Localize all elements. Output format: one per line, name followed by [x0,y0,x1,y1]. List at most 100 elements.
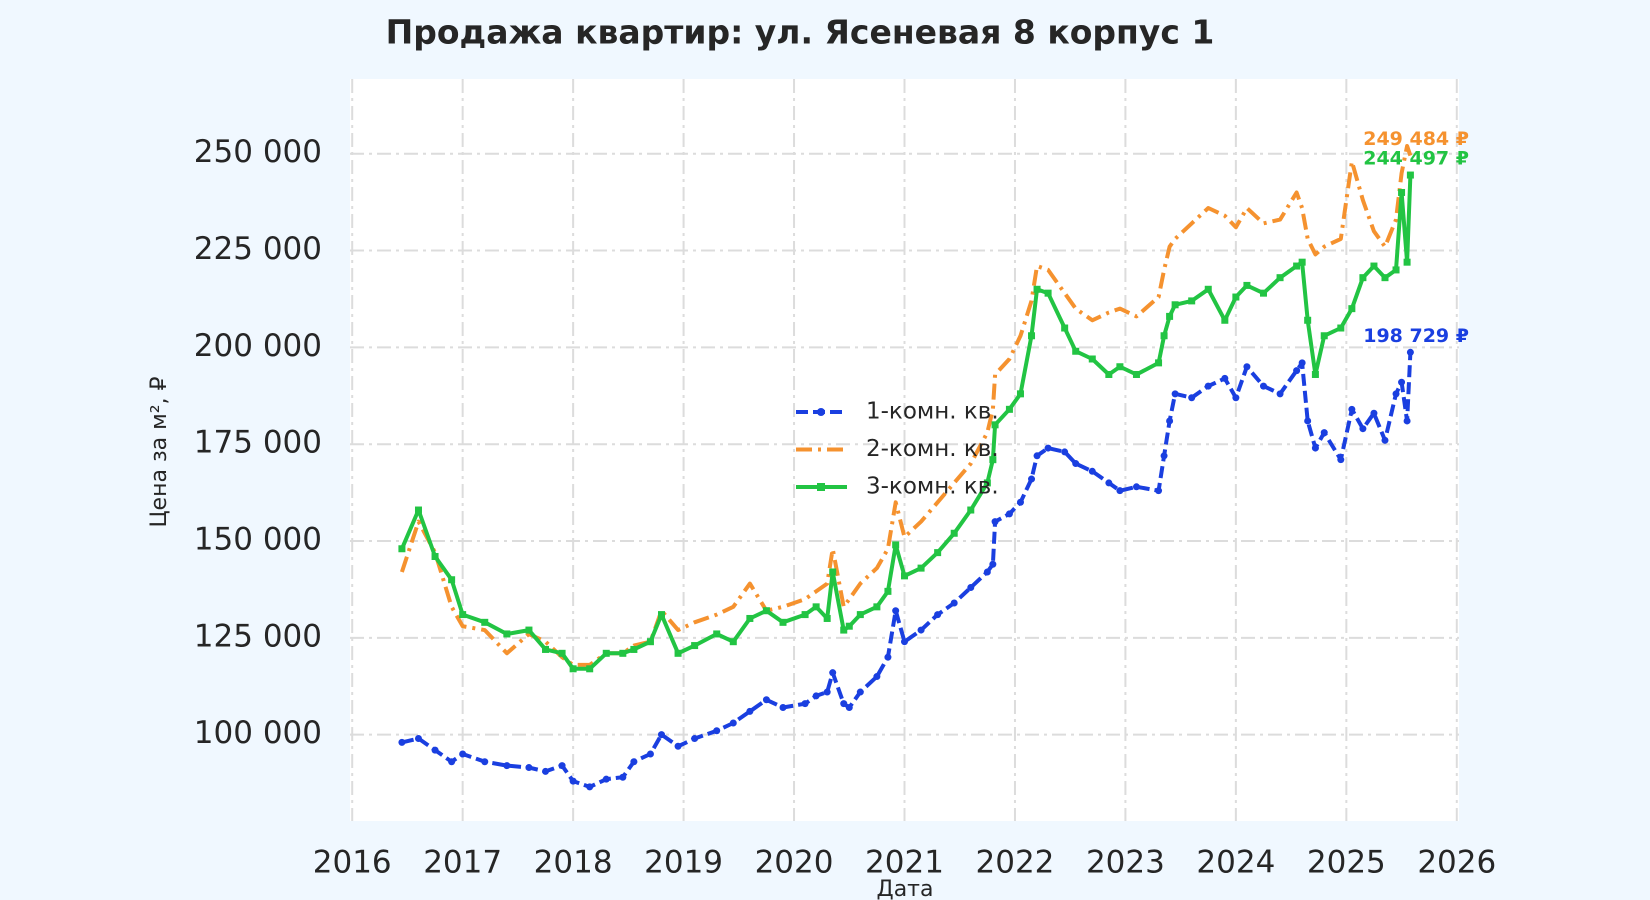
point-marker [713,630,721,638]
x-tick-label: 2016 [313,845,392,881]
point-marker [1072,347,1080,355]
point-marker [884,587,892,595]
point-marker [630,645,638,653]
point-marker [967,506,975,514]
point-marker [892,607,900,615]
point-marker [569,777,577,785]
point-marker [1005,510,1013,518]
point-marker [448,576,456,584]
point-marker [779,618,787,626]
point-marker [1033,452,1041,460]
point-marker [674,742,682,750]
legend-label: 1-комн. кв. [866,399,999,425]
legend-label: 2-комн. кв. [866,436,999,462]
point-marker [801,611,809,619]
point-marker [779,704,787,712]
point-marker [989,560,997,568]
point-marker [1155,359,1163,367]
point-marker [1160,452,1168,460]
point-marker [1132,483,1140,491]
point-marker [542,767,550,775]
point-marker [646,750,654,758]
point-marker [1370,409,1378,417]
point-marker [1359,425,1367,433]
point-marker [991,518,999,526]
point-marker [558,649,566,657]
point-marker [448,758,456,766]
point-marker [729,638,737,646]
y-tick-label: 250 000 [194,134,322,170]
point-marker [989,456,997,464]
y-tick-label: 125 000 [194,618,322,654]
point-marker [1398,378,1406,386]
point-marker [1243,281,1251,289]
point-marker [657,611,665,619]
point-marker [619,773,627,781]
point-marker [1298,258,1306,266]
point-marker [1392,390,1400,398]
x-tick-label: 2026 [1417,845,1496,881]
point-marker [1311,370,1319,378]
point-marker [602,775,610,783]
point-marker [586,783,594,791]
point-marker [503,630,511,638]
legend-marker [817,408,825,416]
point-marker [845,622,853,630]
point-marker [1392,266,1400,274]
y-tick-label: 225 000 [194,231,322,267]
point-marker [829,568,837,576]
point-marker [983,479,991,487]
point-marker [459,750,467,758]
point-marker [1044,289,1052,297]
point-marker [1232,394,1240,402]
point-marker [1204,382,1212,390]
point-marker [967,583,975,591]
point-marker [398,545,406,553]
point-marker [657,731,665,739]
point-marker [856,611,864,619]
point-marker [934,549,942,557]
point-marker [1061,324,1069,332]
end-value-label: 249 484 ₽ [1363,128,1469,150]
point-marker [1381,436,1389,444]
point-marker [840,626,848,634]
point-marker [431,552,439,560]
point-marker [414,735,422,743]
point-marker [729,719,737,727]
point-marker [1348,405,1356,413]
y-tick-label: 200 000 [194,328,322,364]
x-tick-label: 2020 [755,845,834,881]
point-marker [991,421,999,429]
point-marker [503,762,511,770]
point-marker [1033,285,1041,293]
x-tick-label: 2023 [1086,845,1165,881]
point-marker [746,614,754,622]
point-marker [1044,444,1052,452]
point-marker [1160,332,1168,340]
point-marker [1243,363,1251,371]
point-marker [1348,305,1356,313]
point-marker [1171,301,1179,309]
point-marker [1276,390,1284,398]
point-marker [1171,390,1179,398]
point-marker [1028,332,1036,340]
point-marker [1088,355,1096,363]
point-marker [1276,274,1284,282]
point-marker [892,541,900,549]
point-marker [1311,444,1319,452]
point-marker [459,611,467,619]
point-marker [762,607,770,615]
y-tick-label: 150 000 [194,522,322,558]
point-marker [823,614,831,622]
point-marker [1132,370,1140,378]
point-marker [646,638,654,646]
point-marker [1403,417,1411,425]
point-marker [1403,258,1411,266]
y-tick-label: 100 000 [194,715,322,751]
y-axis-label: Цена за м², ₽ [147,376,172,527]
point-marker [1028,475,1036,483]
point-marker [542,645,550,653]
point-marker [1381,274,1389,282]
point-marker [569,665,577,673]
